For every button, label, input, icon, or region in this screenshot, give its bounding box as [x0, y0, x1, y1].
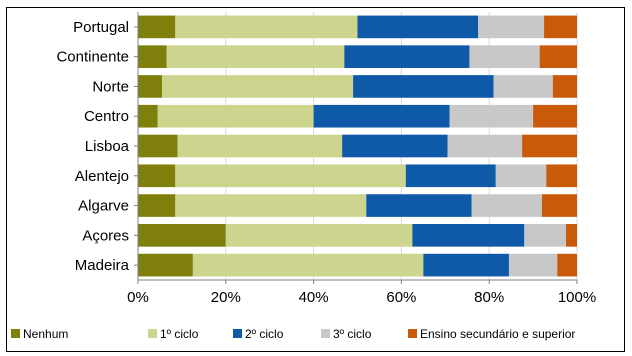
stacked-bar-chart: Portugal Continente Norte Centro Lisboa Alent…: [11, 12, 596, 341]
bar-segment: [138, 134, 178, 158]
x-tick-label: 100%: [558, 289, 596, 306]
bar-segment: [162, 75, 354, 98]
bar-segment: [544, 15, 577, 39]
bar-segment: [449, 104, 534, 128]
bar-segment: [342, 134, 448, 158]
bars: [138, 15, 577, 277]
bar-segment: [533, 104, 577, 128]
legend-item: 3º ciclo: [321, 327, 372, 341]
bar-segment: [175, 194, 367, 217]
category-label: Algarve: [78, 198, 129, 215]
category-label: Continente: [56, 49, 129, 66]
x-tick-label: 80%: [474, 289, 504, 306]
legend-label: Ensino secundário e superior: [420, 327, 575, 341]
bar-segment: [495, 164, 547, 188]
bar-segment: [138, 75, 163, 98]
chart-frame: Portugal Continente Norte Centro Lisboa Alent…: [6, 7, 625, 352]
bar-segment: [552, 75, 577, 98]
bar-segment: [225, 224, 413, 247]
category-label: Açores: [82, 227, 129, 244]
bar-segment: [344, 45, 470, 68]
legend-label: 1º ciclo: [160, 327, 199, 341]
bar-segment: [566, 224, 577, 247]
bar-segment: [366, 194, 472, 217]
bar-segment: [471, 194, 542, 217]
bar-segment: [175, 15, 358, 39]
legend-label: 2º ciclo: [245, 327, 284, 341]
legend-swatch: [11, 329, 20, 338]
legend-item: Nenhum: [11, 327, 68, 341]
bar-segment: [177, 134, 343, 158]
bar-segment: [557, 253, 577, 277]
bar-segment: [138, 104, 158, 128]
bar-segment: [522, 134, 577, 158]
legend-item: 1º ciclo: [148, 327, 199, 341]
bar-segment: [469, 45, 540, 68]
bar-segment: [423, 253, 509, 277]
x-tick-label: 0%: [127, 289, 149, 306]
bar-segment: [405, 164, 496, 188]
bar-segment: [412, 224, 525, 247]
bar-segment: [539, 45, 577, 68]
legend-swatch: [233, 329, 242, 338]
bar-segment: [138, 45, 167, 68]
legend: Nenhum 1º ciclo 2º ciclo 3º ciclo Ensino sec…: [11, 327, 575, 341]
legend-label: 3º ciclo: [333, 327, 372, 341]
bar-segment: [157, 104, 314, 128]
category-label: Norte: [92, 78, 129, 95]
category-labels: Portugal Continente Norte Centro Lisboa Alent…: [56, 19, 138, 274]
legend-swatch: [408, 329, 417, 338]
bar-segment: [138, 253, 193, 277]
legend-swatch: [148, 329, 157, 338]
x-tick-label: 60%: [386, 289, 416, 306]
bar-segment: [138, 164, 176, 188]
bar-segment: [138, 15, 176, 39]
category-label: Lisboa: [85, 138, 130, 155]
legend-swatch: [321, 329, 330, 338]
category-label: Portugal: [73, 19, 129, 36]
bar-segment: [508, 253, 558, 277]
bar-segment: [166, 45, 345, 68]
category-label: Madeira: [75, 257, 130, 274]
bar-segment: [313, 104, 450, 128]
bar-segment: [447, 134, 523, 158]
bar-segment: [493, 75, 553, 98]
bar-segment: [353, 75, 494, 98]
bar-segment: [357, 15, 479, 39]
bar-segment: [175, 164, 406, 188]
legend-label: Nenhum: [23, 327, 68, 341]
x-tick-label: 40%: [299, 289, 329, 306]
x-tick-label: 20%: [211, 289, 241, 306]
bar-segment: [192, 253, 424, 277]
legend-item: Ensino secundário e superior: [408, 327, 575, 341]
category-label: Centro: [84, 108, 129, 125]
bar-segment: [478, 15, 545, 39]
category-label: Alentejo: [75, 168, 129, 185]
bar-segment: [546, 164, 577, 188]
bar-segment: [524, 224, 567, 247]
x-tick-labels: 0% 20% 40% 60% 80% 100%: [127, 280, 596, 306]
bar-segment: [541, 194, 577, 217]
legend-item: 2º ciclo: [233, 327, 284, 341]
bar-segment: [138, 224, 226, 247]
bar-segment: [138, 194, 176, 217]
